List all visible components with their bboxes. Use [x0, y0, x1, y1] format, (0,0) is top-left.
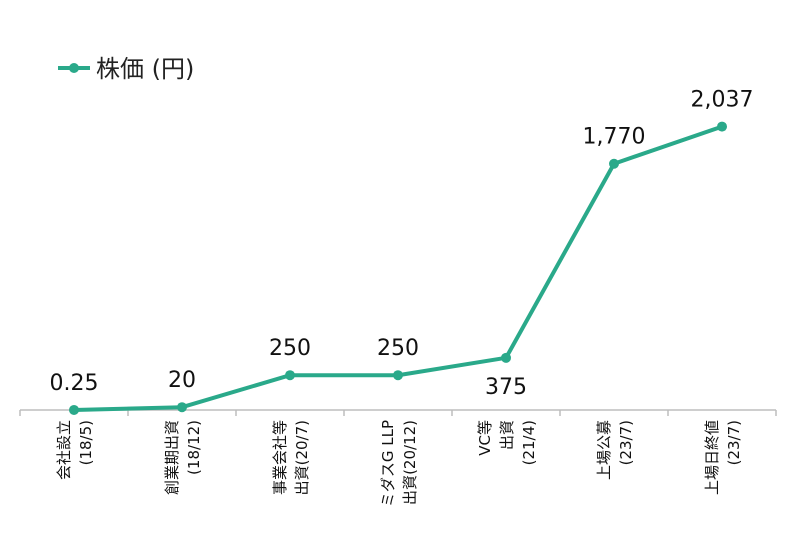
data-points	[69, 121, 727, 415]
category-label: VC等	[476, 420, 494, 456]
data-point	[609, 158, 619, 169]
category-label: 出資	[498, 420, 516, 450]
data-label: 250	[377, 336, 419, 361]
data-point	[717, 121, 727, 132]
legend: 株価 (円)	[58, 55, 194, 83]
category-label: 上場日終値	[703, 420, 721, 495]
data-label: 1,770	[583, 125, 646, 150]
category-label: (21/4)	[520, 420, 538, 465]
data-label: 250	[269, 336, 311, 361]
category-label: (18/12)	[185, 420, 203, 475]
legend-marker	[69, 63, 79, 73]
category-label: (18/5)	[77, 420, 95, 465]
category-label: (23/7)	[617, 420, 635, 465]
data-point	[285, 370, 295, 381]
data-point	[177, 402, 187, 413]
x-axis-ticks	[19, 410, 777, 416]
category-label: 事業会社等	[271, 420, 289, 495]
category-label: 会社設立	[55, 420, 73, 480]
data-labels: 0.25 20 250 250 375 1,770 2,037	[50, 88, 754, 400]
data-label: 20	[168, 368, 196, 393]
data-label: 0.25	[50, 371, 99, 396]
category-label: 出資(20/7)	[293, 420, 311, 495]
data-point	[393, 370, 403, 381]
data-label: 2,037	[691, 88, 754, 113]
category-label: ミダスG LLP	[379, 420, 397, 507]
category-label: 上場公募	[595, 420, 613, 480]
category-label: 創業期出資	[163, 420, 181, 495]
data-label: 375	[485, 375, 527, 400]
category-labels: 会社設立 (18/5) 創業期出資 (18/12) 事業会社等 出資(20/7) ミダスG …	[55, 420, 743, 507]
category-label: 出資(20/12)	[401, 420, 419, 505]
data-point	[69, 404, 79, 415]
data-point	[501, 352, 511, 363]
category-label: (23/7)	[725, 420, 743, 465]
legend-label: 株価 (円)	[96, 55, 194, 83]
